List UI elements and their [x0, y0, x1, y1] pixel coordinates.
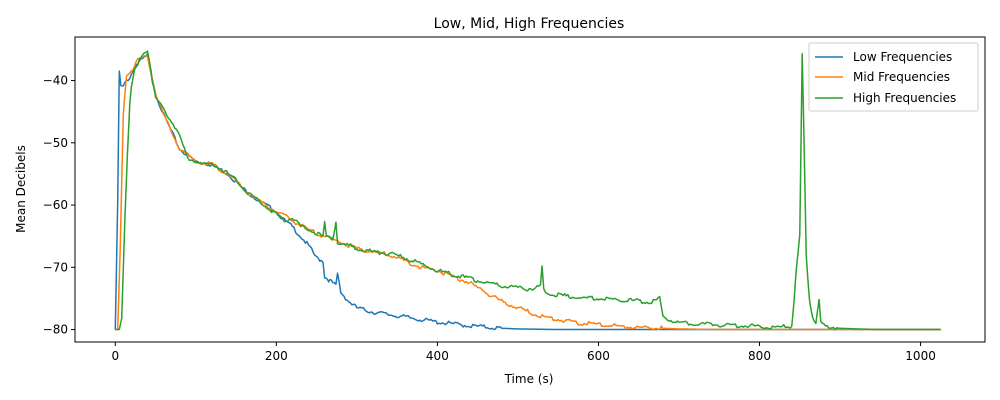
- y-axis: −80 −70 −60 −50 −40: [43, 74, 75, 337]
- legend-label-high: High Frequencies: [853, 91, 956, 105]
- series-lines: [114, 50, 941, 331]
- series-line-mid: [115, 54, 941, 331]
- x-tick-label: 0: [111, 349, 119, 363]
- x-axis: 0 200 400 600 800 1000: [111, 342, 936, 363]
- x-axis-label: Time (s): [504, 372, 554, 386]
- legend: Low Frequencies Mid Frequencies High Fre…: [808, 42, 979, 112]
- x-tick-label: 400: [426, 349, 449, 363]
- legend-box: [808, 42, 979, 112]
- y-tick-label: −70: [43, 260, 68, 274]
- y-tick-label: −60: [43, 198, 68, 212]
- x-tick-label: 200: [265, 349, 288, 363]
- chart-title: Low, Mid, High Frequencies: [434, 16, 625, 32]
- x-tick-label: 800: [748, 349, 771, 363]
- y-tick-label: −50: [43, 136, 68, 150]
- series-line-high: [115, 50, 941, 331]
- y-tick-label: −80: [43, 323, 68, 337]
- y-axis-label: Mean Decibels: [14, 145, 28, 233]
- legend-label-low: Low Frequencies: [853, 50, 952, 64]
- x-tick-label: 600: [587, 349, 610, 363]
- y-tick-label: −40: [43, 74, 68, 88]
- legend-label-mid: Mid Frequencies: [853, 70, 950, 84]
- plot-frame: [74, 36, 986, 343]
- x-tick-label: 1000: [905, 349, 936, 363]
